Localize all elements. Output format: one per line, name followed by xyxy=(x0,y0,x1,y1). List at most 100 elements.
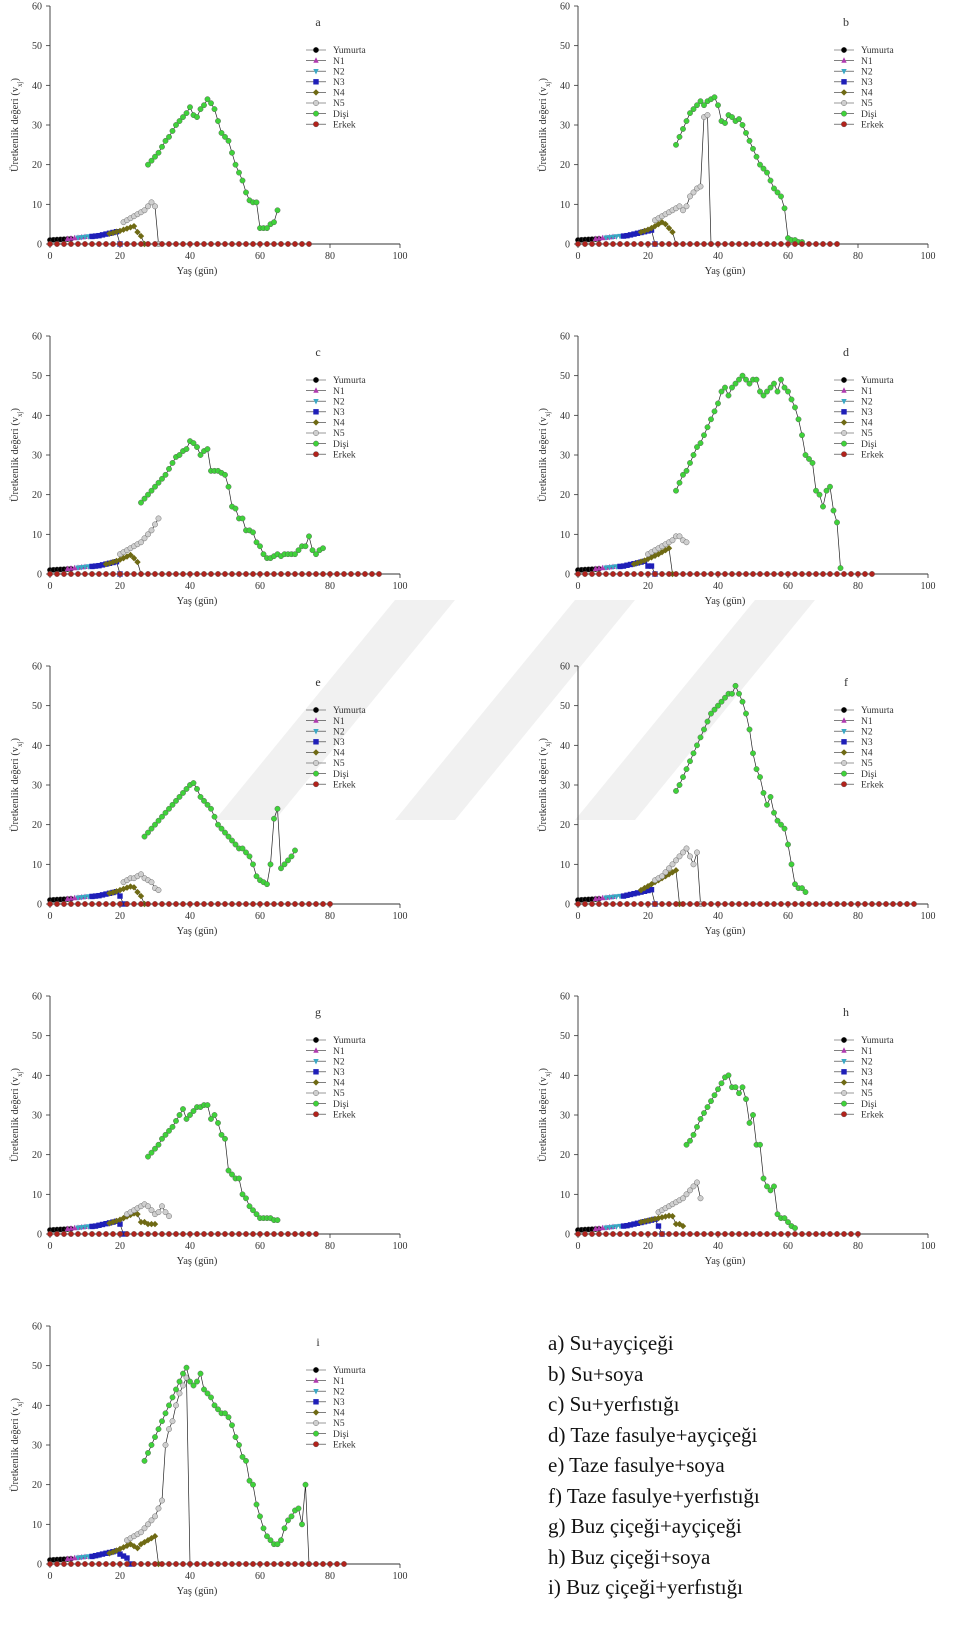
data-point-erkek xyxy=(743,241,749,247)
data-point-n3 xyxy=(120,1553,127,1559)
data-point-disi xyxy=(680,126,686,132)
data-point-erkek xyxy=(103,1231,109,1237)
data-point-erkek xyxy=(215,1231,221,1237)
data-point-n4 xyxy=(662,873,669,880)
data-point-disi xyxy=(739,1084,746,1091)
legend-marker-n1 xyxy=(841,57,847,63)
legend-marker-n4 xyxy=(840,1079,848,1086)
data-point-erkek xyxy=(736,901,742,907)
data-point-erkek xyxy=(110,1561,116,1567)
data-point-n5 xyxy=(145,1521,151,1528)
legend-marker-n2 xyxy=(841,399,847,405)
data-point-disi xyxy=(176,118,183,124)
x-tick-label: 60 xyxy=(255,581,265,592)
data-point-erkek xyxy=(820,1231,826,1237)
data-point-erkek xyxy=(680,571,686,577)
x-tick-label: 20 xyxy=(643,1241,653,1252)
legend-label-erkek: Erkek xyxy=(333,450,356,460)
x-tick-label: 40 xyxy=(185,1241,195,1252)
data-point-disi xyxy=(166,805,172,812)
data-point-erkek xyxy=(215,241,221,247)
y-axis-title-sub: xj xyxy=(16,411,24,417)
chart-panel-b: 0 20 40 60 80 100 0 10 20 30 40 50 60 Yaş (gün) Üretke… xyxy=(528,0,977,318)
legend-label-n4: N4 xyxy=(333,1079,345,1089)
x-tick-label: 100 xyxy=(921,1241,936,1252)
data-point-n5 xyxy=(148,1207,155,1214)
series-line-disi xyxy=(147,1104,278,1221)
y-tick-label: 10 xyxy=(560,200,570,211)
data-point-erkek xyxy=(257,1561,263,1567)
data-point-disi xyxy=(285,857,291,864)
data-point-erkek xyxy=(292,1231,298,1237)
data-point-erkek xyxy=(145,571,151,577)
chart-panel-a: 0 20 40 60 80 100 0 10 20 30 40 50 60 Yaş (gün) Üretke… xyxy=(0,0,470,318)
data-point-erkek xyxy=(785,241,791,247)
data-point-disi xyxy=(697,734,704,741)
data-point-n5 xyxy=(680,849,686,856)
data-point-erkek xyxy=(194,571,200,577)
data-point-erkek xyxy=(799,571,805,577)
y-tick-label: 30 xyxy=(560,121,570,132)
data-point-erkek xyxy=(159,901,165,907)
data-point-n5 xyxy=(166,1426,172,1433)
data-point-disi xyxy=(229,1422,235,1429)
data-point-erkek xyxy=(54,1561,60,1567)
data-point-disi xyxy=(274,805,281,812)
legend-marker-disi xyxy=(841,770,847,777)
chart-panel-h: 0 20 40 60 80 100 0 10 20 30 40 50 60 Yaş (gün) Üretke… xyxy=(528,990,977,1308)
data-point-disi xyxy=(215,821,221,828)
data-point-n2 xyxy=(78,565,85,571)
legend-label-disi: Dişi xyxy=(333,770,349,780)
data-point-erkek xyxy=(117,1231,123,1237)
y-tick-label: 10 xyxy=(32,1190,42,1201)
caption-g: g) Buz çiçeği+ayçiçeği xyxy=(548,1514,742,1538)
data-point-erkek xyxy=(806,901,812,907)
data-point-erkek xyxy=(743,1231,749,1237)
legend-label-n4: N4 xyxy=(333,89,345,99)
data-point-n5 xyxy=(159,1497,165,1504)
data-point-erkek xyxy=(166,241,172,247)
y-tick-label: 20 xyxy=(560,490,570,501)
data-point-disi xyxy=(725,392,732,399)
panel-letter: c xyxy=(315,345,320,359)
data-point-erkek xyxy=(722,1231,728,1237)
data-point-erkek xyxy=(201,901,207,907)
chart-svg: 0 20 40 60 80 100 0 10 20 30 40 50 60 Yaş (gün) Üretke… xyxy=(9,662,408,938)
data-point-n5 xyxy=(683,203,690,210)
data-point-erkek xyxy=(327,901,333,907)
data-point-n5 xyxy=(141,1525,148,1532)
data-point-erkek xyxy=(589,1231,595,1237)
data-point-erkek xyxy=(687,901,693,907)
data-point-n3 xyxy=(631,231,637,237)
data-point-erkek xyxy=(834,901,840,907)
x-axis-title: Yaş (gün) xyxy=(705,1256,746,1267)
legend-marker-n5 xyxy=(841,760,847,766)
data-point-disi xyxy=(683,1141,690,1148)
data-point-disi xyxy=(708,710,714,717)
y-tick-label: 60 xyxy=(32,332,42,343)
data-point-n5 xyxy=(159,1203,165,1210)
legend-marker-erkek xyxy=(313,781,319,788)
data-point-n3 xyxy=(624,892,630,898)
legend-marker-yumurta xyxy=(841,47,847,53)
data-point-disi xyxy=(715,400,721,407)
y-tick-label: 10 xyxy=(32,1520,42,1531)
data-point-n3 xyxy=(89,1553,95,1560)
legend-label-disi: Dişi xyxy=(861,770,877,780)
data-point-n3 xyxy=(620,893,627,899)
data-point-erkek xyxy=(694,241,700,247)
x-tick-label: 80 xyxy=(853,1241,863,1252)
data-point-erkek xyxy=(89,1561,95,1567)
y-tick-label: 20 xyxy=(32,160,42,171)
data-point-disi xyxy=(673,141,679,148)
data-point-erkek xyxy=(771,1231,777,1237)
data-point-n5 xyxy=(145,531,151,538)
data-point-erkek xyxy=(575,901,581,907)
data-point-erkek xyxy=(250,241,256,247)
data-point-disi xyxy=(253,1501,260,1508)
data-point-n2 xyxy=(613,894,620,900)
data-point-n5 xyxy=(687,193,693,200)
data-point-disi xyxy=(169,1394,176,1401)
data-point-erkek xyxy=(645,571,651,577)
data-point-disi xyxy=(152,153,158,160)
